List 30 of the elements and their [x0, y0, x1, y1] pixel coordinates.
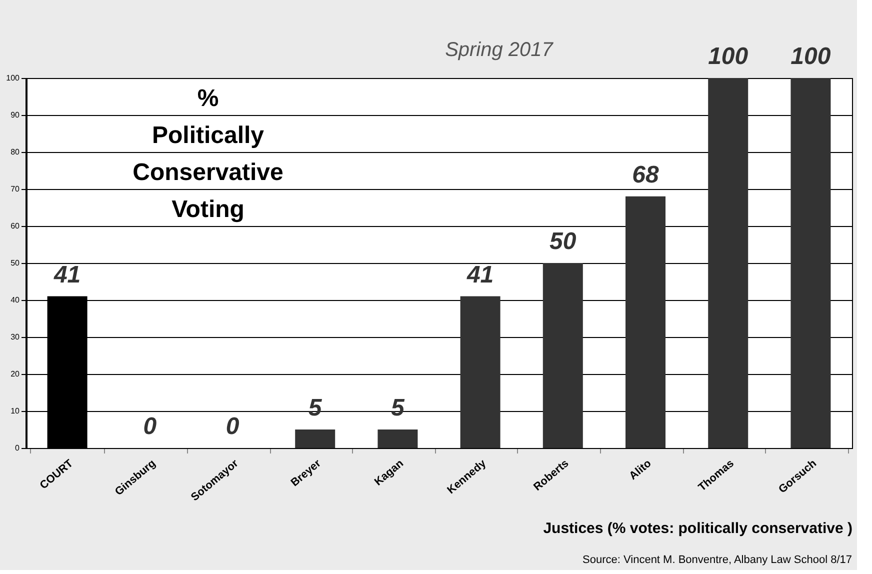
data-label: 41: [52, 261, 81, 288]
bar: [790, 78, 831, 448]
y-tick-label: 70: [10, 184, 20, 194]
data-label: 100: [790, 43, 832, 70]
y-tick-label: 60: [10, 222, 20, 230]
data-label: 100: [708, 43, 749, 70]
y-tick-label: 90: [10, 110, 20, 120]
y-tick-label: 50: [10, 258, 20, 268]
data-label: 0: [143, 413, 158, 440]
y-tick-label: 80: [10, 148, 20, 156]
bar: [460, 296, 500, 448]
data-label: 68: [632, 161, 660, 188]
chart-subtitle: Spring 2017: [445, 39, 554, 61]
y-tick-label: 10: [10, 406, 20, 416]
y-tick-label: 40: [10, 296, 20, 304]
y-tick-label: 30: [10, 332, 20, 342]
bar: [542, 263, 583, 448]
y-tick-label: 0: [15, 444, 20, 452]
data-label: 41: [466, 261, 494, 288]
data-label: 50: [550, 228, 577, 255]
y-tick-label: 100: [6, 74, 20, 82]
bar: [378, 430, 418, 448]
source-note: Source: Vincent M. Bonventre, Albany Law School 8/17: [582, 554, 852, 566]
annotation: % Politically Conservative Voting: [132, 85, 284, 223]
y-tick-label: 20: [10, 370, 20, 378]
x-axis-title: Justices (% votes: politically conservative ): [543, 520, 852, 537]
bar: [626, 196, 666, 448]
bar: [708, 78, 748, 448]
data-label: 0: [226, 413, 240, 440]
bar: [295, 430, 336, 448]
